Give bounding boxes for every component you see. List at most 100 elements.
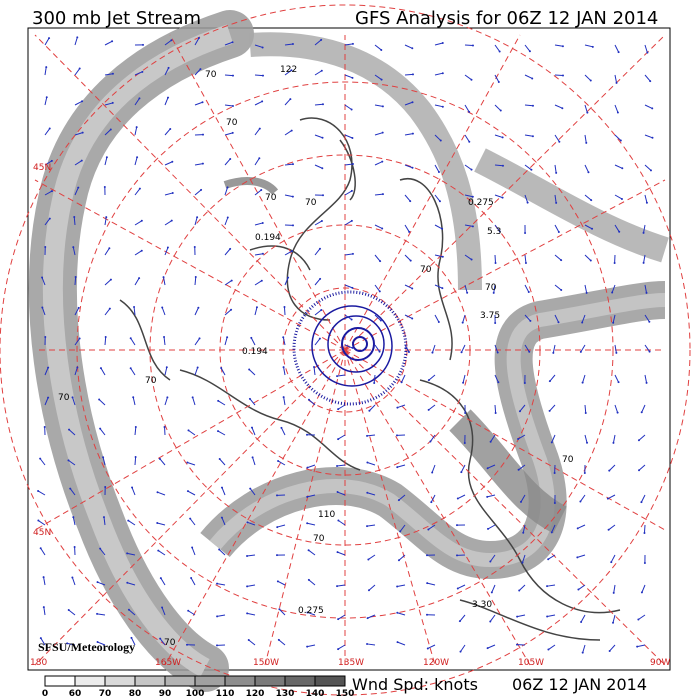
wind-arrow [284,163,294,166]
wind-arrow-head [166,246,169,249]
wind-arrow [188,429,196,436]
wind-arrow-head [555,171,558,174]
wind-arrow-head [460,351,463,354]
wind-arrow-head [378,350,381,353]
wind-arrow-head [200,188,203,191]
wind-arrow [344,314,352,320]
wind-arrow [522,524,526,533]
wind-arrow-head [130,636,133,639]
wind-arrow [74,132,83,136]
wind-arrow [430,494,436,503]
contour-label: 70 [313,534,325,544]
wind-arrow [74,307,80,316]
wind-arrow-head [306,522,309,525]
wind-arrow [638,464,646,471]
color-bar-label: 70 [99,689,112,699]
color-bar-label: 0 [42,689,48,699]
wind-arrow-head [163,426,166,429]
wind-arrow [102,457,106,466]
wind-arrow [579,494,586,502]
wind-arrow [344,253,353,256]
wind-arrow-head [290,129,293,132]
wind-arrow-head [579,350,582,353]
wind-arrow-head [218,458,221,461]
wind-arrow-head [381,227,384,230]
wind-arrow [307,644,316,648]
wind-arrow [464,74,472,81]
wind-arrow [161,307,166,316]
wind-arrow [314,248,321,256]
wind-arrow-head [427,408,430,411]
wind-arrow-head [50,159,53,162]
wind-arrow-head [42,576,45,579]
wind-arrow [607,494,616,500]
wind-arrow [68,429,76,436]
wind-arrow [517,614,526,618]
contour-label: 70 [145,376,157,386]
wind-arrow [279,608,286,616]
wind-arrow-head [411,47,414,50]
wind-arrow [314,164,323,169]
wind-arrow-head [190,577,193,580]
wind-arrow-head [523,381,526,384]
color-bar: 0 60 70 80 90 100 110 120 130 140 150 [42,675,354,699]
wind-arrow-head [156,521,159,524]
wind-arrow [164,192,173,196]
wind-arrow [374,74,382,80]
wind-arrow [283,367,286,376]
wind-arrow [314,220,323,226]
wind-arrow [192,397,196,406]
wind-arrow [431,344,436,353]
wind-arrow-head [396,466,399,469]
wind-arrow-head [186,643,189,646]
wind-arrow-head [642,261,645,264]
wind-arrow-head [441,287,444,290]
wind-arrow [641,404,646,413]
wind-arrow [374,44,382,51]
wind-arrow [487,494,496,498]
wind-arrow [518,584,526,591]
wind-arrow [374,284,381,292]
wind-arrow [314,278,321,286]
wind-arrow-head [76,366,79,369]
wind-arrow [224,41,233,46]
wind-arrow-head [217,430,220,433]
wind-arrow-head [381,160,384,163]
wind-arrow [612,434,616,443]
wind-arrow-head [617,381,620,384]
wind-arrow-head [336,551,339,554]
color-bar-label: 60 [69,689,82,699]
wind-arrow-head [400,381,403,384]
wind-arrow-head [319,277,322,280]
wind-arrow [551,524,556,533]
lon-label: 180 [30,658,47,668]
wind-arrow [277,524,286,528]
wind-arrow-head [336,585,339,588]
contour-label: 3.75 [480,311,500,321]
wind-arrow-head [528,350,531,353]
wind-arrow-head [396,585,399,588]
wind-arrow-head [67,459,70,462]
wind-arrow [104,279,112,286]
wind-arrow-head [521,561,524,564]
wind-arrow-head [380,78,383,81]
wind-arrow-head [581,651,584,654]
wind-arrow-head [524,261,527,264]
wind-arrow [434,254,443,258]
wind-arrow-head [199,68,202,71]
wind-arrow [374,254,381,262]
wind-arrow-head [67,609,70,612]
wind-arrow [187,610,196,616]
wind-arrow [464,44,474,47]
wind-arrow-head [283,306,286,309]
wind-arrow-head [651,107,654,110]
wind-arrow-head [581,381,584,384]
wind-arrow-head [170,39,173,42]
wind-arrow-head [291,224,294,227]
wind-arrow-head [579,500,582,503]
wind-arrow [494,194,503,199]
wind-arrow [517,434,526,440]
wind-arrow [164,39,172,46]
wind-arrow [314,134,323,139]
wind-arrow-head [366,642,369,645]
